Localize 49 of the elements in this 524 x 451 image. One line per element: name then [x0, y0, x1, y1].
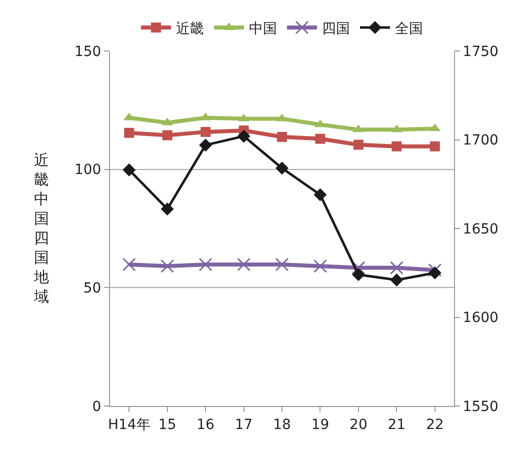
point [276, 162, 288, 175]
point [390, 261, 404, 275]
legend-label: 全国 [395, 20, 423, 37]
point [160, 259, 174, 273]
y-tick-label: 100 [74, 162, 102, 178]
point [430, 141, 440, 152]
legend-label: 近畿 [176, 20, 204, 37]
point [198, 258, 212, 272]
point [314, 188, 327, 202]
x-tick-label: 18 [273, 416, 291, 433]
y2-tick-label: 1550 [462, 398, 498, 415]
point [428, 266, 442, 280]
point [275, 258, 289, 272]
x-tick-label: 21 [388, 416, 406, 433]
point [237, 258, 251, 272]
point [277, 132, 287, 142]
y2-tick-label: 1700 [462, 132, 498, 149]
point [200, 126, 211, 137]
x-tick-label: 16 [196, 416, 215, 433]
x-tick-label: H14年 [108, 416, 150, 433]
point [352, 268, 365, 282]
point [122, 258, 136, 272]
y2-tick-label: 1750 [462, 44, 498, 60]
point [392, 141, 402, 152]
x-tick-label: 22 [426, 416, 444, 433]
x-tick-label: 15 [158, 416, 176, 433]
point [313, 259, 327, 273]
point [428, 263, 442, 277]
legend-label: 中国 [249, 20, 277, 37]
point [353, 140, 364, 150]
y-tick-label: 50 [83, 280, 102, 297]
legend-label: 四国 [322, 20, 350, 37]
point [160, 202, 174, 216]
point [315, 134, 326, 144]
point [162, 130, 172, 140]
y2-tick-label: 1600 [462, 310, 498, 326]
y-axis-title: 近畿中国四国地域 [33, 151, 49, 306]
point [199, 138, 212, 152]
point [390, 273, 404, 286]
point [237, 130, 250, 143]
x-tick-label: 19 [311, 416, 330, 433]
point [352, 261, 366, 275]
y2-tick-label: 1650 [462, 221, 498, 238]
x-tick-label: 17 [234, 416, 253, 433]
y-tick-label: 150 [74, 44, 102, 60]
y-tick-label: 0 [92, 398, 102, 415]
x-tick-label: 20 [350, 416, 368, 433]
point [124, 128, 134, 138]
point [122, 163, 136, 176]
